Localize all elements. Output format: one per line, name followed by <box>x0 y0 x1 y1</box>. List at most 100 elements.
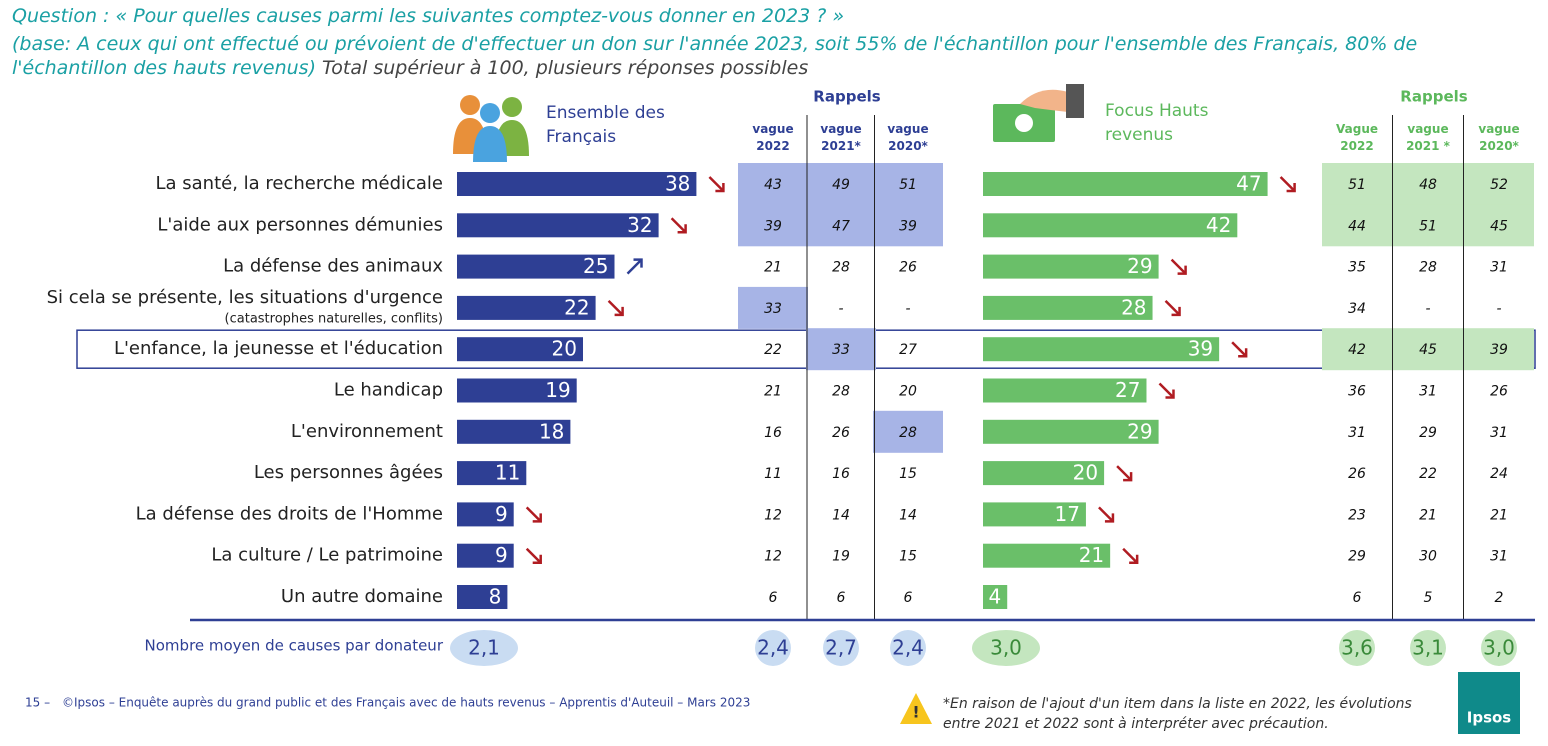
rappel-value: 21 <box>764 384 782 400</box>
rappel-value: 22 <box>1419 466 1437 482</box>
rappel-value: 34 <box>1348 301 1366 317</box>
rappel-value: 27 <box>899 342 917 358</box>
trend-arrow-head <box>532 554 542 564</box>
bar-value: 8 <box>489 585 502 609</box>
bar-value: 39 <box>1188 337 1213 361</box>
mean-value: 2,7 <box>825 636 857 660</box>
trend-arrow-shaft <box>525 506 541 522</box>
rappel-value: 39 <box>764 218 782 234</box>
bar <box>457 172 697 196</box>
bar-value: 9 <box>495 502 508 526</box>
rappel-value: 14 <box>899 507 917 523</box>
bar-value: 18 <box>539 419 564 443</box>
trend-arrow-head <box>1286 183 1296 193</box>
bar-value: 28 <box>1121 295 1146 319</box>
rappel-value: - <box>838 301 843 317</box>
rappel-value: 51 <box>1348 177 1366 193</box>
category-label: La culture / Le patrimoine <box>211 545 443 566</box>
rappel-value: 45 <box>1490 218 1508 234</box>
hand <box>1020 89 1068 112</box>
rappel-value: 31 <box>1490 260 1508 276</box>
rappels-title: Rappels <box>1400 88 1467 106</box>
mean-value: 2,4 <box>757 636 789 660</box>
bar <box>457 254 615 279</box>
rappel-value: 19 <box>832 549 850 565</box>
trend-arrow <box>1122 547 1139 564</box>
rappel-value: 2 <box>1495 590 1504 606</box>
cell-shade <box>873 204 943 247</box>
bar <box>983 461 1105 486</box>
bill-center <box>1015 114 1033 132</box>
trend-arrow-shaft <box>670 217 686 233</box>
cell-shade <box>738 286 808 329</box>
category-label: L'environnement <box>291 421 443 442</box>
rappel-value: 49 <box>832 177 850 193</box>
category-label: Le handicap <box>334 380 443 401</box>
trend-arrow <box>1158 382 1175 399</box>
footnote: *En raison de l'ajout d'un item dans la … <box>943 696 1412 732</box>
column-header: vague 2021* <box>820 122 862 153</box>
bar <box>457 461 527 486</box>
rappel-value: 6 <box>769 590 778 606</box>
rappel-value: 14 <box>832 507 850 523</box>
bar <box>983 585 1008 609</box>
bar-value: 19 <box>545 378 570 402</box>
bar-value: 32 <box>627 213 652 237</box>
rappel-value: 42 <box>1348 342 1366 358</box>
bar <box>457 213 659 238</box>
rappel-value: 45 <box>1419 342 1437 358</box>
cell-shade <box>1393 204 1463 247</box>
rappel-value: 12 <box>764 507 782 523</box>
trend-arrow <box>1116 465 1133 482</box>
trend-arrow-shaft <box>1170 258 1186 274</box>
trend-arrow-shaft <box>525 547 541 563</box>
bar <box>457 337 583 362</box>
chart-title: Focus Hauts revenus <box>1105 101 1209 145</box>
bar <box>983 543 1111 568</box>
rappel-value: 16 <box>832 466 850 482</box>
category-label: Un autre domaine <box>281 586 443 607</box>
rappel-value: - <box>1496 301 1501 317</box>
head <box>502 97 522 117</box>
category-label: L'aide aux personnes démunies <box>157 214 443 235</box>
trend-arrow-shaft <box>1158 382 1174 398</box>
trend-arrow-head <box>633 258 643 268</box>
bar-value: 27 <box>1115 378 1140 402</box>
rappel-value: 15 <box>899 549 917 565</box>
cell-shade <box>806 328 876 371</box>
rappel-value: 43 <box>764 177 782 193</box>
trend-arrow <box>626 258 643 275</box>
mean-label: Nombre moyen de causes par donateur <box>145 637 444 655</box>
bar <box>983 295 1153 320</box>
people-icon <box>453 95 529 162</box>
rappel-value: 16 <box>764 425 782 441</box>
warning-mark: ! <box>912 703 919 722</box>
cell-shade <box>1464 163 1534 205</box>
trend-arrow-shaft <box>1098 506 1113 522</box>
cell-shade <box>873 163 943 205</box>
rappel-value: 28 <box>899 425 917 441</box>
rappel-value: 29 <box>1348 549 1366 565</box>
rappel-value: 5 <box>1424 590 1433 606</box>
trend-arrow <box>607 300 624 317</box>
bar <box>983 419 1159 444</box>
cell-shade <box>806 163 876 205</box>
trend-arrow <box>670 217 687 234</box>
trend-arrow <box>525 547 542 564</box>
category-detail: (catastrophes naturelles, conflits) <box>225 311 443 326</box>
head <box>480 103 500 123</box>
mean-bubble <box>890 630 926 666</box>
column-header: vague 2020* <box>1478 122 1520 153</box>
rappel-value: 21 <box>1419 507 1437 523</box>
cell-shade <box>1322 163 1392 205</box>
rappel-value: 52 <box>1490 177 1508 193</box>
page-number: 15 – <box>25 696 50 710</box>
bar-value: 22 <box>564 295 589 319</box>
cell-shade <box>873 410 943 453</box>
rappel-value: 29 <box>1419 425 1437 441</box>
rappel-value: 26 <box>832 425 850 441</box>
rappel-value: 6 <box>904 590 913 606</box>
trend-arrow-shaft <box>1116 465 1131 480</box>
